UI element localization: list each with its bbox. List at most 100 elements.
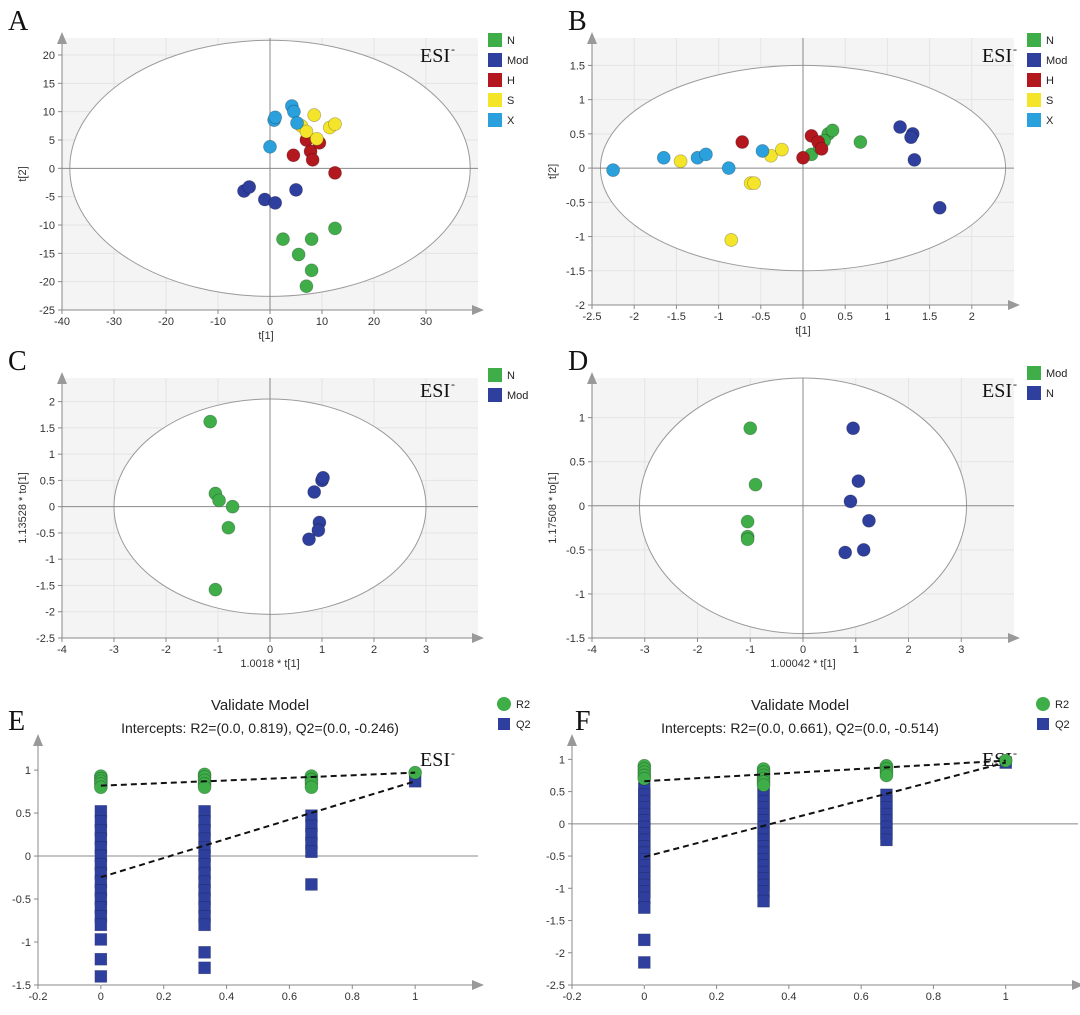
x-axis-label: 1.0018 * t[1]: [240, 658, 299, 670]
data-point-n: [743, 421, 758, 436]
x-tick-label: -0.5: [751, 311, 770, 323]
data-point-mod: [242, 180, 257, 194]
y-tick-label: 0.5: [16, 808, 31, 820]
r2-point: [756, 778, 771, 793]
data-point-n: [304, 263, 319, 278]
x-tick-label: 2: [371, 644, 377, 656]
r2-point: [93, 780, 108, 795]
y-tick-label: -1: [555, 883, 565, 895]
ionization-mode-superscript: -: [1013, 42, 1017, 56]
legend-label: X: [1046, 115, 1054, 127]
panel-letter: D: [568, 346, 588, 377]
x-tick-label: 0.8: [926, 991, 941, 1003]
x-tick-label: 2: [905, 644, 911, 656]
x-axis-label: t[1]: [795, 325, 810, 337]
x-tick-label: -10: [210, 316, 226, 328]
data-point-x: [290, 116, 304, 130]
chart-subtitle: Intercepts: R2=(0.0, 0.661), Q2=(0.0, -0…: [661, 720, 939, 736]
y-tick-label: 5: [49, 135, 55, 147]
legend-label: S: [507, 95, 514, 107]
y-tick-label: -0.5: [546, 851, 565, 863]
data-point-mod: [851, 474, 866, 489]
legend-label: Mod: [507, 55, 528, 67]
y-axis-arrow: [33, 734, 43, 746]
q2-point: [637, 933, 651, 947]
q2-point: [757, 894, 770, 908]
data-point-mod: [289, 182, 303, 197]
data-point-n: [221, 520, 236, 535]
x-tick-label: 0: [98, 991, 104, 1003]
x-axis-arrow: [1072, 980, 1080, 990]
ionization-mode-label: ESI: [982, 45, 1012, 67]
y-tick-label: 1: [579, 95, 585, 107]
legend-label: Mod: [1046, 55, 1067, 67]
data-point-n: [212, 493, 226, 508]
q2-point: [198, 961, 211, 975]
x-tick-label: 0.2: [156, 991, 171, 1003]
data-point-s: [328, 117, 342, 132]
panel-letter: F: [575, 706, 591, 737]
x-tick-label: 0: [267, 644, 273, 656]
legend-swatch: [1027, 113, 1041, 127]
y-axis-arrow: [587, 32, 597, 44]
x-axis-arrow: [472, 305, 484, 315]
q2-point: [198, 946, 211, 959]
data-point-n: [203, 414, 218, 429]
q2-point: [94, 952, 108, 966]
legend-label: X: [507, 115, 515, 127]
x-tick-label: 10: [316, 316, 328, 328]
x-tick-label: 0.4: [781, 991, 796, 1003]
y-tick-label: 0.5: [40, 475, 55, 487]
q2-point: [305, 845, 318, 859]
x-axis-arrow: [1008, 633, 1020, 643]
regression-line-q2: [644, 761, 1006, 858]
y-axis-label: t[2]: [547, 164, 559, 179]
data-point-n: [291, 247, 306, 262]
x-tick-label: 0.6: [853, 991, 868, 1003]
y-tick-label: -5: [45, 192, 55, 204]
legend-label: N: [507, 35, 515, 47]
x-axis-label: t[1]: [258, 330, 273, 342]
y-tick-label: -0.5: [566, 545, 585, 557]
x-tick-label: -20: [158, 316, 174, 328]
y-tick-label: 10: [43, 107, 55, 119]
x-tick-label: -2: [693, 644, 703, 656]
x-tick-label: -0.2: [29, 991, 48, 1003]
x-tick-label: 3: [958, 644, 964, 656]
x-tick-label: 0: [800, 311, 806, 323]
y-tick-label: -1.5: [36, 580, 55, 592]
legend-label: Mod: [507, 390, 528, 402]
x-axis-arrow: [1008, 300, 1020, 310]
legend-swatch-q2: [1037, 718, 1049, 730]
x-tick-label: 0.4: [219, 991, 234, 1003]
x-tick-label: 1: [1003, 991, 1009, 1003]
data-point-n: [740, 532, 755, 547]
x-axis-label: 1.00042 * t[1]: [770, 658, 835, 670]
y-tick-label: 0: [579, 501, 585, 513]
x-tick-label: 1: [412, 991, 418, 1003]
ionization-mode-label: ESI: [420, 45, 450, 67]
x-tick-label: -3: [640, 644, 650, 656]
y-tick-label: -15: [39, 248, 55, 260]
legend-swatch: [1027, 93, 1041, 107]
y-axis-arrow: [567, 734, 577, 746]
q2-point: [94, 933, 108, 946]
data-point-s: [673, 154, 688, 169]
y-tick-label: 0: [25, 851, 31, 863]
data-point-mod: [838, 545, 853, 560]
y-tick-label: -2: [575, 300, 585, 312]
y-tick-label: 15: [43, 78, 55, 90]
panel-a: A -40 -30 -20 -10 0 10 20 30 20 15 10 5 0 -5 -10 -15 -20 -…: [8, 6, 528, 342]
data-point-h: [814, 142, 829, 156]
q2-point: [94, 918, 108, 932]
x-tick-label: 1: [884, 311, 890, 323]
legend-swatch: [488, 73, 502, 87]
y-tick-label: 1.5: [570, 60, 585, 72]
x-tick-label: -4: [57, 644, 67, 656]
x-tick-label: -4: [587, 644, 597, 656]
legend-swatch: [488, 388, 502, 402]
x-tick-label: 0: [641, 991, 647, 1003]
x-tick-label: 1: [853, 644, 859, 656]
x-tick-label: 30: [420, 316, 432, 328]
ionization-mode-label: ESI: [420, 749, 450, 771]
